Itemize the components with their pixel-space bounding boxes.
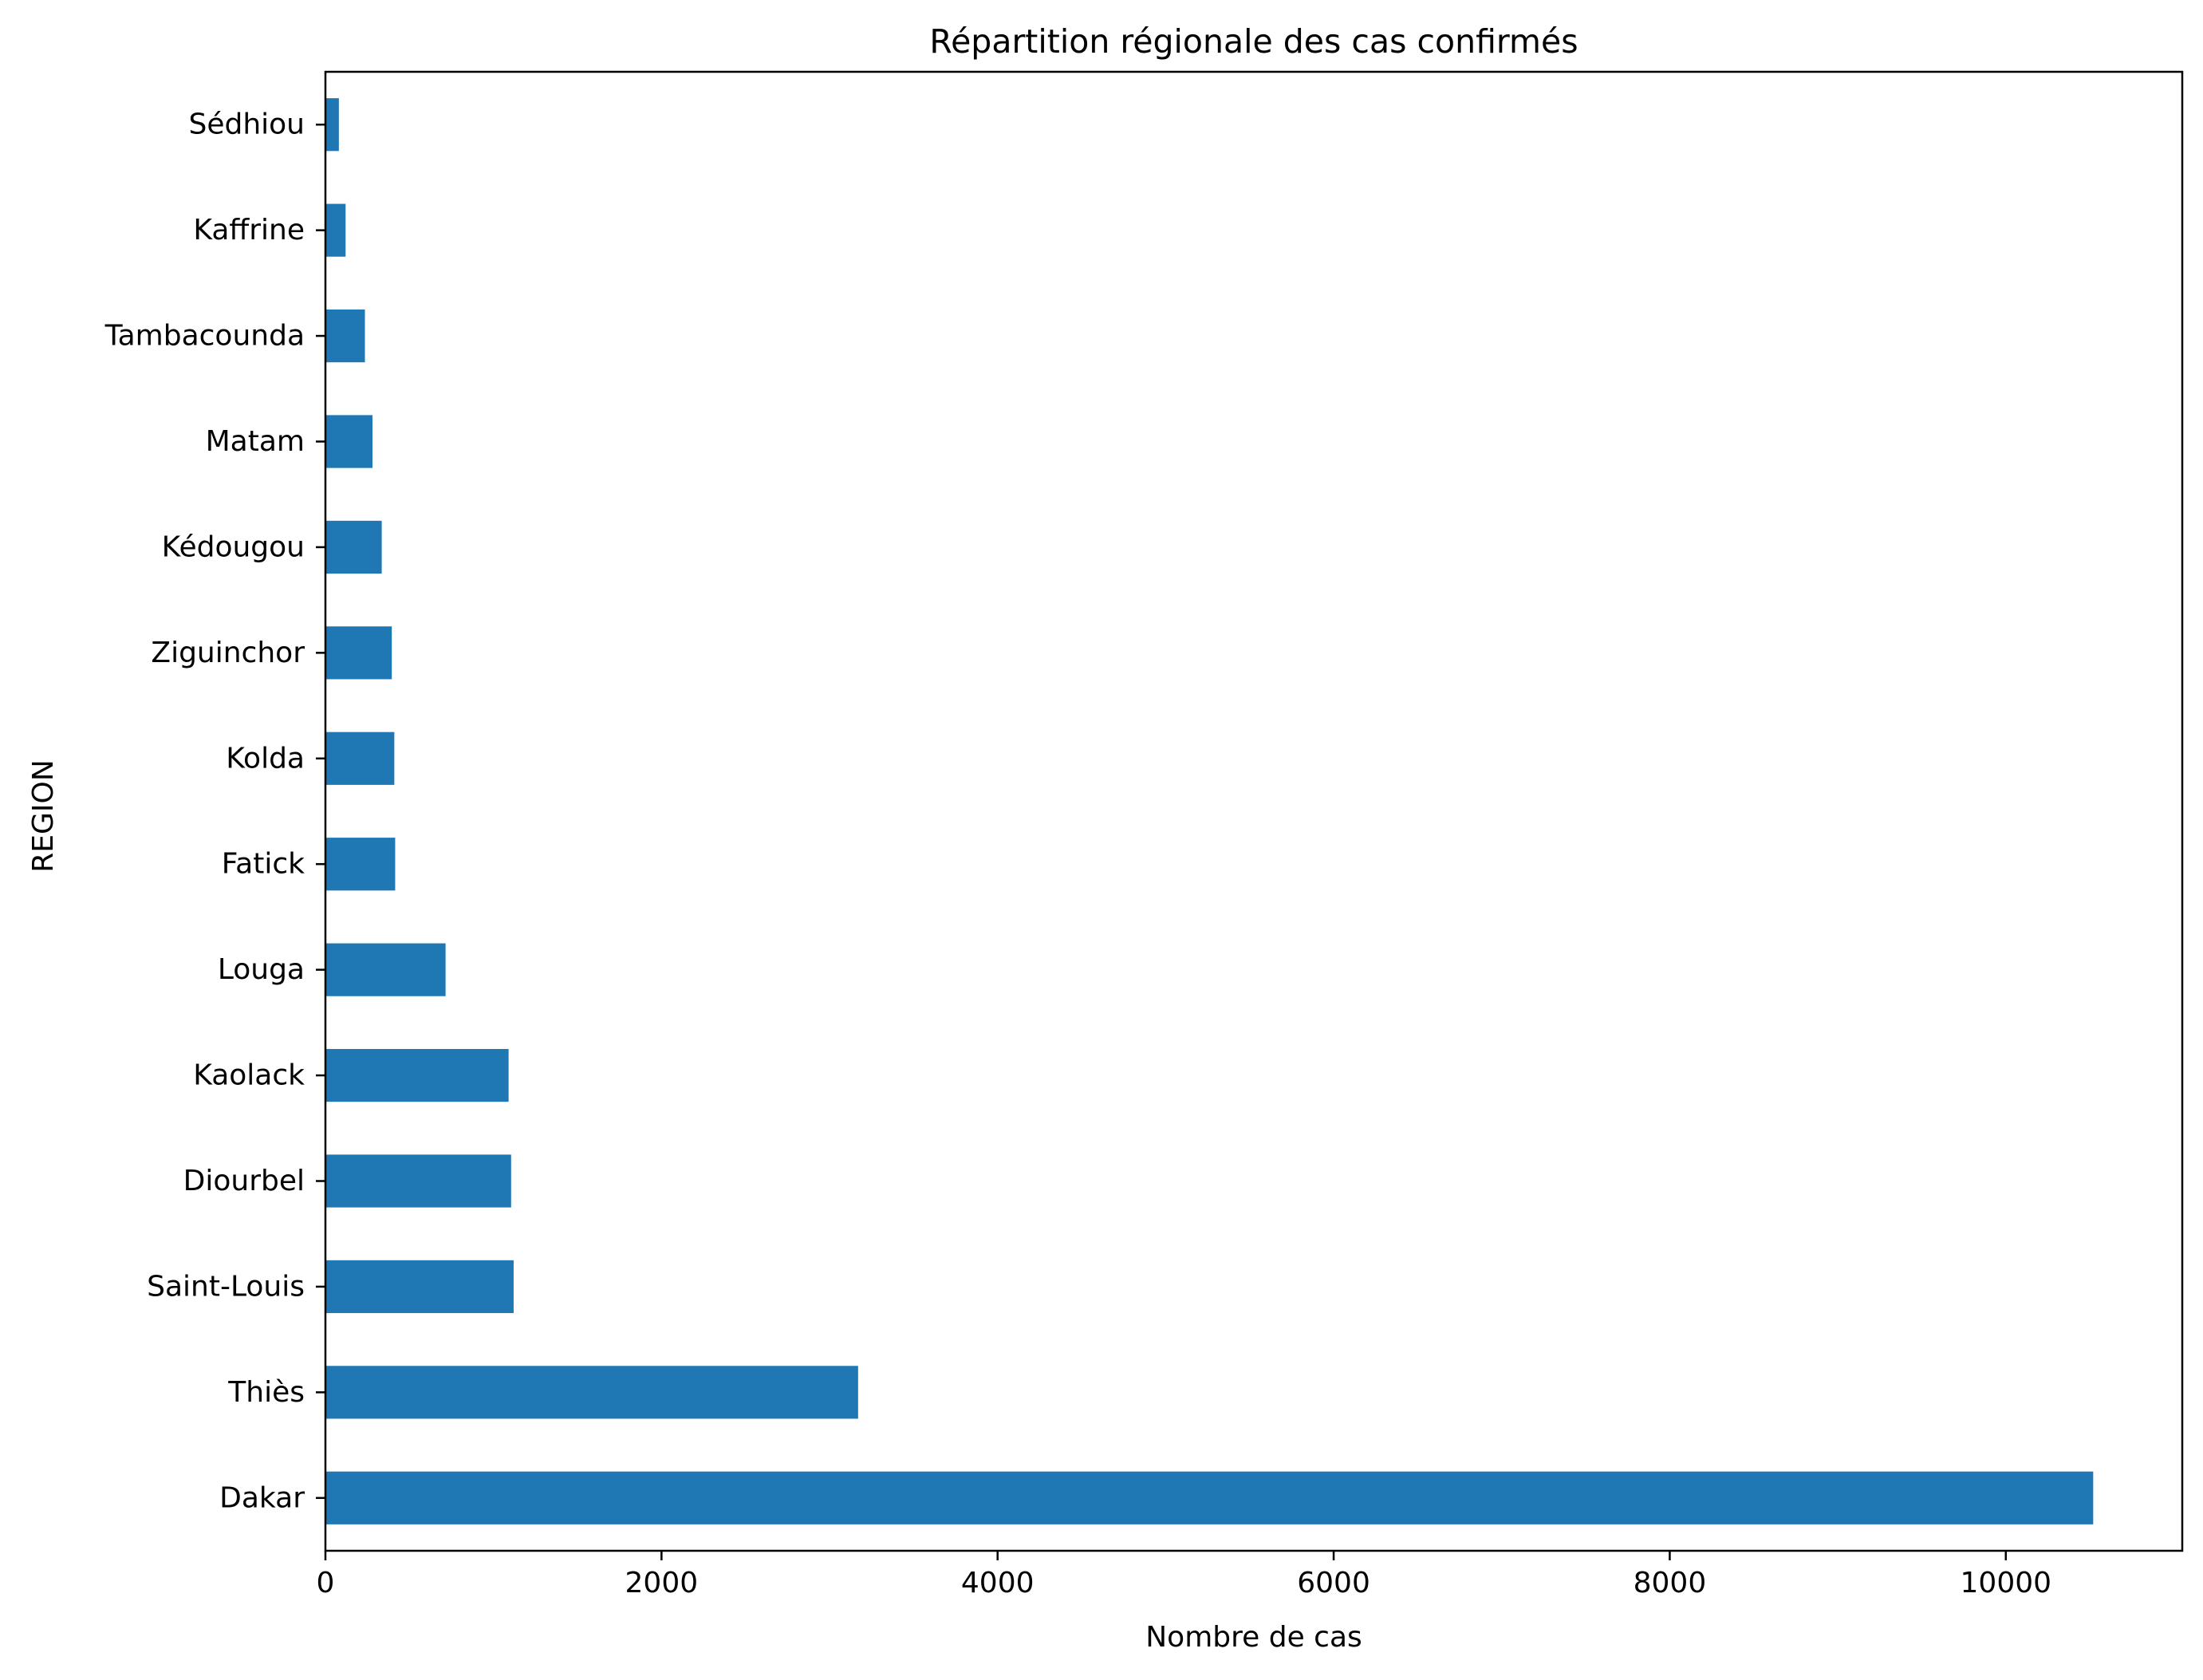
y-tick-label-7: Kolda: [226, 742, 305, 775]
y-tick-label-3: Diourbel: [183, 1165, 305, 1197]
bar-13: [325, 98, 339, 152]
y-tick-label-2: Saint-Louis: [147, 1270, 305, 1303]
bar-11: [325, 309, 365, 363]
y-tick-label-11: Tambacounda: [104, 320, 305, 353]
bar-5: [325, 943, 446, 996]
bar-6: [325, 838, 396, 891]
bar-1: [325, 1366, 858, 1419]
y-tick-label-1: Thiès: [227, 1376, 305, 1409]
bar-12: [325, 203, 346, 257]
bar-4: [325, 1048, 509, 1102]
x-axis-ticks: 0 2000 4000 6000 8000 10000: [317, 1551, 2052, 1599]
x-tick-label-2: 4000: [961, 1567, 1035, 1599]
bar-7: [325, 732, 395, 785]
y-axis-ticks: Dakar Thiès Saint-Louis Diourbel Kaolack Loug…: [104, 108, 325, 1514]
x-tick-label-5: 10000: [1961, 1567, 2052, 1599]
bars-layer: [325, 98, 2094, 1524]
bar-3: [325, 1154, 511, 1208]
x-tick-label-0: 0: [317, 1567, 335, 1599]
bar-0: [325, 1471, 2094, 1524]
y-tick-label-6: Fatick: [222, 848, 305, 881]
x-tick-label-4: 8000: [1634, 1567, 1707, 1599]
y-tick-label-12: Kaffrine: [193, 214, 305, 246]
y-tick-label-5: Louga: [218, 953, 305, 986]
bar-2: [325, 1260, 514, 1314]
bar-9: [325, 520, 382, 574]
y-tick-label-8: Ziguinchor: [151, 637, 305, 669]
x-tick-label-1: 2000: [625, 1567, 699, 1599]
x-axis-label: Nombre de cas: [1145, 1621, 1362, 1654]
y-tick-label-0: Dakar: [219, 1481, 305, 1514]
plot-frame: [324, 70, 2184, 1552]
y-tick-label-9: Kédougou: [162, 530, 305, 563]
bar-10: [325, 415, 372, 468]
y-tick-label-10: Matam: [206, 425, 305, 458]
y-tick-label-13: Sédhiou: [188, 108, 305, 141]
x-tick-label-3: 6000: [1297, 1567, 1370, 1599]
y-axis-label: REGION: [27, 759, 60, 873]
y-tick-label-4: Kaolack: [193, 1059, 305, 1092]
chart-title: Répartition régionale des cas confirmés: [929, 22, 1578, 61]
bar-8: [325, 626, 392, 680]
